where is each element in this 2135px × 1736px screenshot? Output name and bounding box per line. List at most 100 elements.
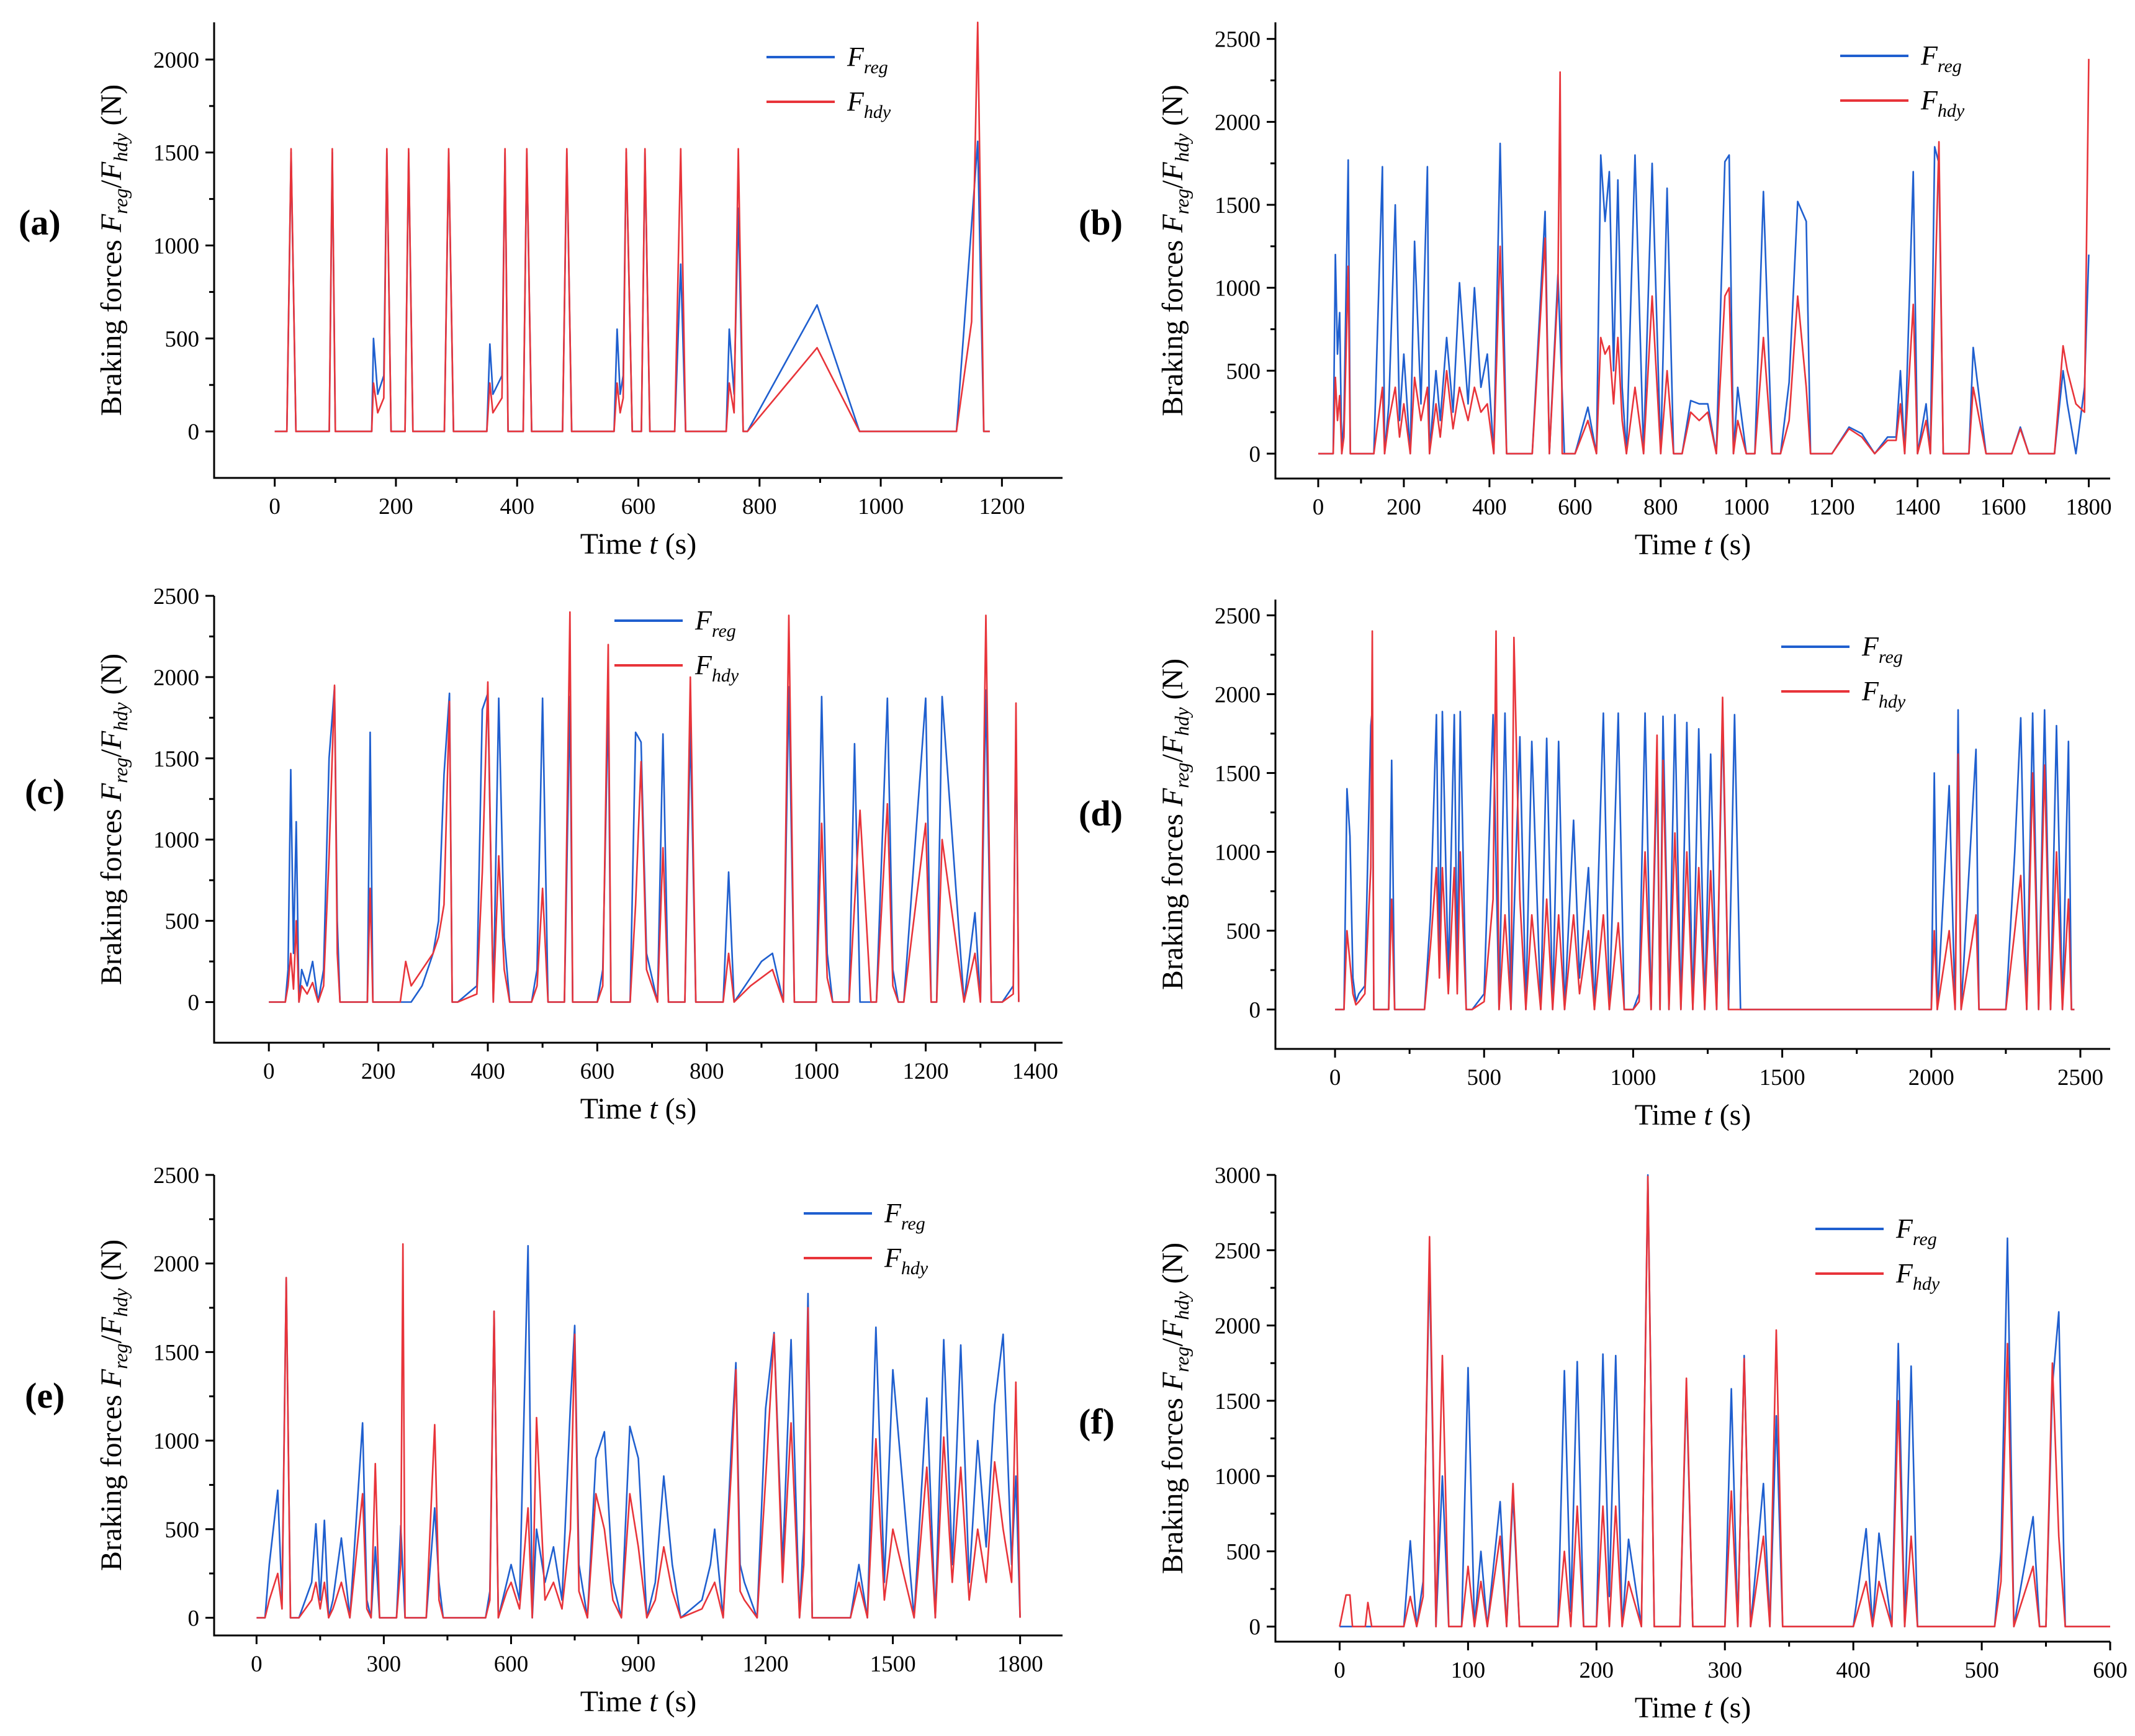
legend-label-hdy: Fhdy — [694, 650, 739, 686]
x-axis-title: Time t (s) — [580, 1092, 697, 1125]
x-tick-label: 600 — [1558, 495, 1593, 520]
x-tick-label: 400 — [500, 494, 534, 519]
y-tick-label: 1500 — [153, 1340, 199, 1365]
y-tick-label: 1500 — [1215, 761, 1261, 786]
x-tick-label: 1000 — [1724, 495, 1769, 520]
axes — [1274, 600, 2110, 1050]
series-line-reg — [274, 140, 990, 433]
y-axis-title: Braking forces Freg/Fhdy (N) — [1156, 84, 1193, 416]
legend-label-reg: Freg — [1895, 1213, 1937, 1249]
y-tick-label: 0 — [188, 1606, 200, 1631]
y-tick-label: 2000 — [1215, 1314, 1261, 1339]
x-tick-label: 400 — [1836, 1658, 1871, 1683]
legend-label-hdy: Fhdy — [1920, 85, 1965, 121]
legend-label-reg: Freg — [884, 1198, 925, 1234]
x-tick-label: 1200 — [1809, 495, 1855, 520]
legend-label-hdy: Fhdy — [1861, 676, 1906, 712]
series-line-reg — [1318, 142, 2090, 455]
y-tick-label: 2000 — [1215, 110, 1261, 135]
x-tick-label: 1800 — [997, 1652, 1043, 1677]
x-tick-label: 600 — [494, 1652, 529, 1677]
series-line-hdy — [269, 611, 1020, 1003]
x-axis-title: Time t (s) — [1635, 528, 1751, 561]
x-tick-label: 1000 — [1610, 1065, 1656, 1091]
y-axis-title: Braking forces Freg/Fhdy (N) — [95, 654, 132, 985]
series-line-hdy — [1335, 630, 2075, 1010]
y-tick-label: 500 — [165, 326, 200, 352]
x-tick-label: 2500 — [2057, 1065, 2103, 1091]
x-tick-label: 200 — [1387, 495, 1421, 520]
y-tick-label: 1000 — [153, 234, 199, 259]
y-tick-label: 1000 — [153, 1429, 199, 1454]
y-tick-label: 0 — [1249, 1615, 1261, 1640]
x-tick-label: 1200 — [979, 494, 1025, 519]
y-tick-label: 1000 — [1215, 1464, 1261, 1490]
panel-letter: (f) — [1079, 1401, 1115, 1442]
x-tick-label: 300 — [1707, 1658, 1742, 1683]
axes — [213, 1175, 1063, 1637]
legend-label-hdy: Fhdy — [1895, 1258, 1940, 1294]
x-tick-label: 800 — [1643, 495, 1678, 520]
axes — [213, 22, 1063, 479]
y-tick-label: 1500 — [153, 747, 199, 772]
y-tick-label: 0 — [188, 420, 200, 445]
x-tick-label: 1000 — [793, 1059, 839, 1084]
series-line-hdy — [256, 1243, 1021, 1619]
x-tick-label: 200 — [361, 1059, 396, 1084]
legend-label-reg: Freg — [847, 42, 888, 78]
legend-label-reg: Freg — [1861, 631, 1903, 667]
chart-panel-4: 0 500 1000 1500 2000 2500 0 500 1000 1500 2000 2500… — [1079, 600, 2110, 1131]
x-tick-label: 1200 — [903, 1059, 949, 1084]
x-tick-label: 1500 — [870, 1652, 916, 1677]
x-tick-label: 400 — [1472, 495, 1507, 520]
y-tick-label: 500 — [1226, 1539, 1261, 1565]
x-tick-label: 1400 — [1012, 1059, 1058, 1084]
legend: Freg Fhdy — [1840, 40, 1965, 121]
x-tick-label: 500 — [1467, 1065, 1502, 1091]
x-tick-label: 200 — [1580, 1658, 1614, 1683]
y-tick-label: 1500 — [1215, 1389, 1261, 1414]
y-tick-label: 0 — [1249, 442, 1261, 467]
y-tick-label: 1500 — [153, 141, 199, 166]
series-line-hdy — [1339, 1176, 2110, 1627]
legend: Freg Fhdy — [1815, 1213, 1940, 1294]
legend-label-hdy: Fhdy — [847, 86, 891, 122]
y-axis-title: Braking forces Freg/Fhdy (N) — [1156, 1243, 1193, 1574]
x-tick-label: 1000 — [858, 494, 904, 519]
y-tick-label: 2000 — [1215, 682, 1261, 708]
legend-label-reg: Freg — [694, 605, 736, 641]
y-tick-label: 1500 — [1215, 193, 1261, 218]
series-line-hdy — [1318, 58, 2090, 455]
y-axis-title: Braking forces Freg/Fhdy (N) — [95, 84, 132, 416]
y-tick-label: 2000 — [153, 48, 199, 73]
x-axis-title: Time t (s) — [1635, 1099, 1751, 1131]
axes — [1274, 1175, 2110, 1643]
panel-letter: (d) — [1079, 793, 1123, 834]
x-tick-label: 600 — [621, 494, 656, 519]
legend-label-reg: Freg — [1920, 40, 1962, 76]
y-tick-label: 1000 — [1215, 276, 1261, 302]
legend: Freg Fhdy — [1781, 631, 1906, 712]
x-tick-label: 400 — [470, 1059, 505, 1084]
y-tick-label: 2500 — [1215, 603, 1261, 629]
y-tick-label: 500 — [1226, 359, 1261, 384]
x-tick-label: 0 — [251, 1652, 263, 1677]
y-tick-label: 2000 — [153, 665, 199, 691]
x-axis-title: Time t (s) — [580, 528, 697, 560]
panel-letter: (a) — [19, 202, 61, 243]
y-tick-label: 500 — [165, 1518, 200, 1543]
x-tick-label: 100 — [1451, 1658, 1486, 1683]
y-tick-label: 1000 — [153, 828, 199, 853]
y-tick-label: 1000 — [1215, 840, 1261, 865]
chart-panel-2: 0 200 400 600 800 1000 1200 1400 1600 1800 0 500 100… — [1079, 22, 2112, 561]
x-tick-label: 2000 — [1908, 1065, 1954, 1091]
x-tick-label: 0 — [1313, 495, 1324, 520]
y-tick-label: 500 — [1226, 919, 1261, 944]
x-tick-label: 0 — [1329, 1065, 1341, 1091]
series-line-reg — [256, 1244, 1021, 1619]
legend: Freg Fhdy — [614, 605, 739, 686]
legend-label-hdy: Fhdy — [884, 1243, 928, 1279]
x-tick-label: 500 — [1964, 1658, 1999, 1683]
chart-panel-6: 0 100 200 300 400 500 600 0 500 1000 1500 2000 2500 3… — [1079, 1163, 2128, 1724]
